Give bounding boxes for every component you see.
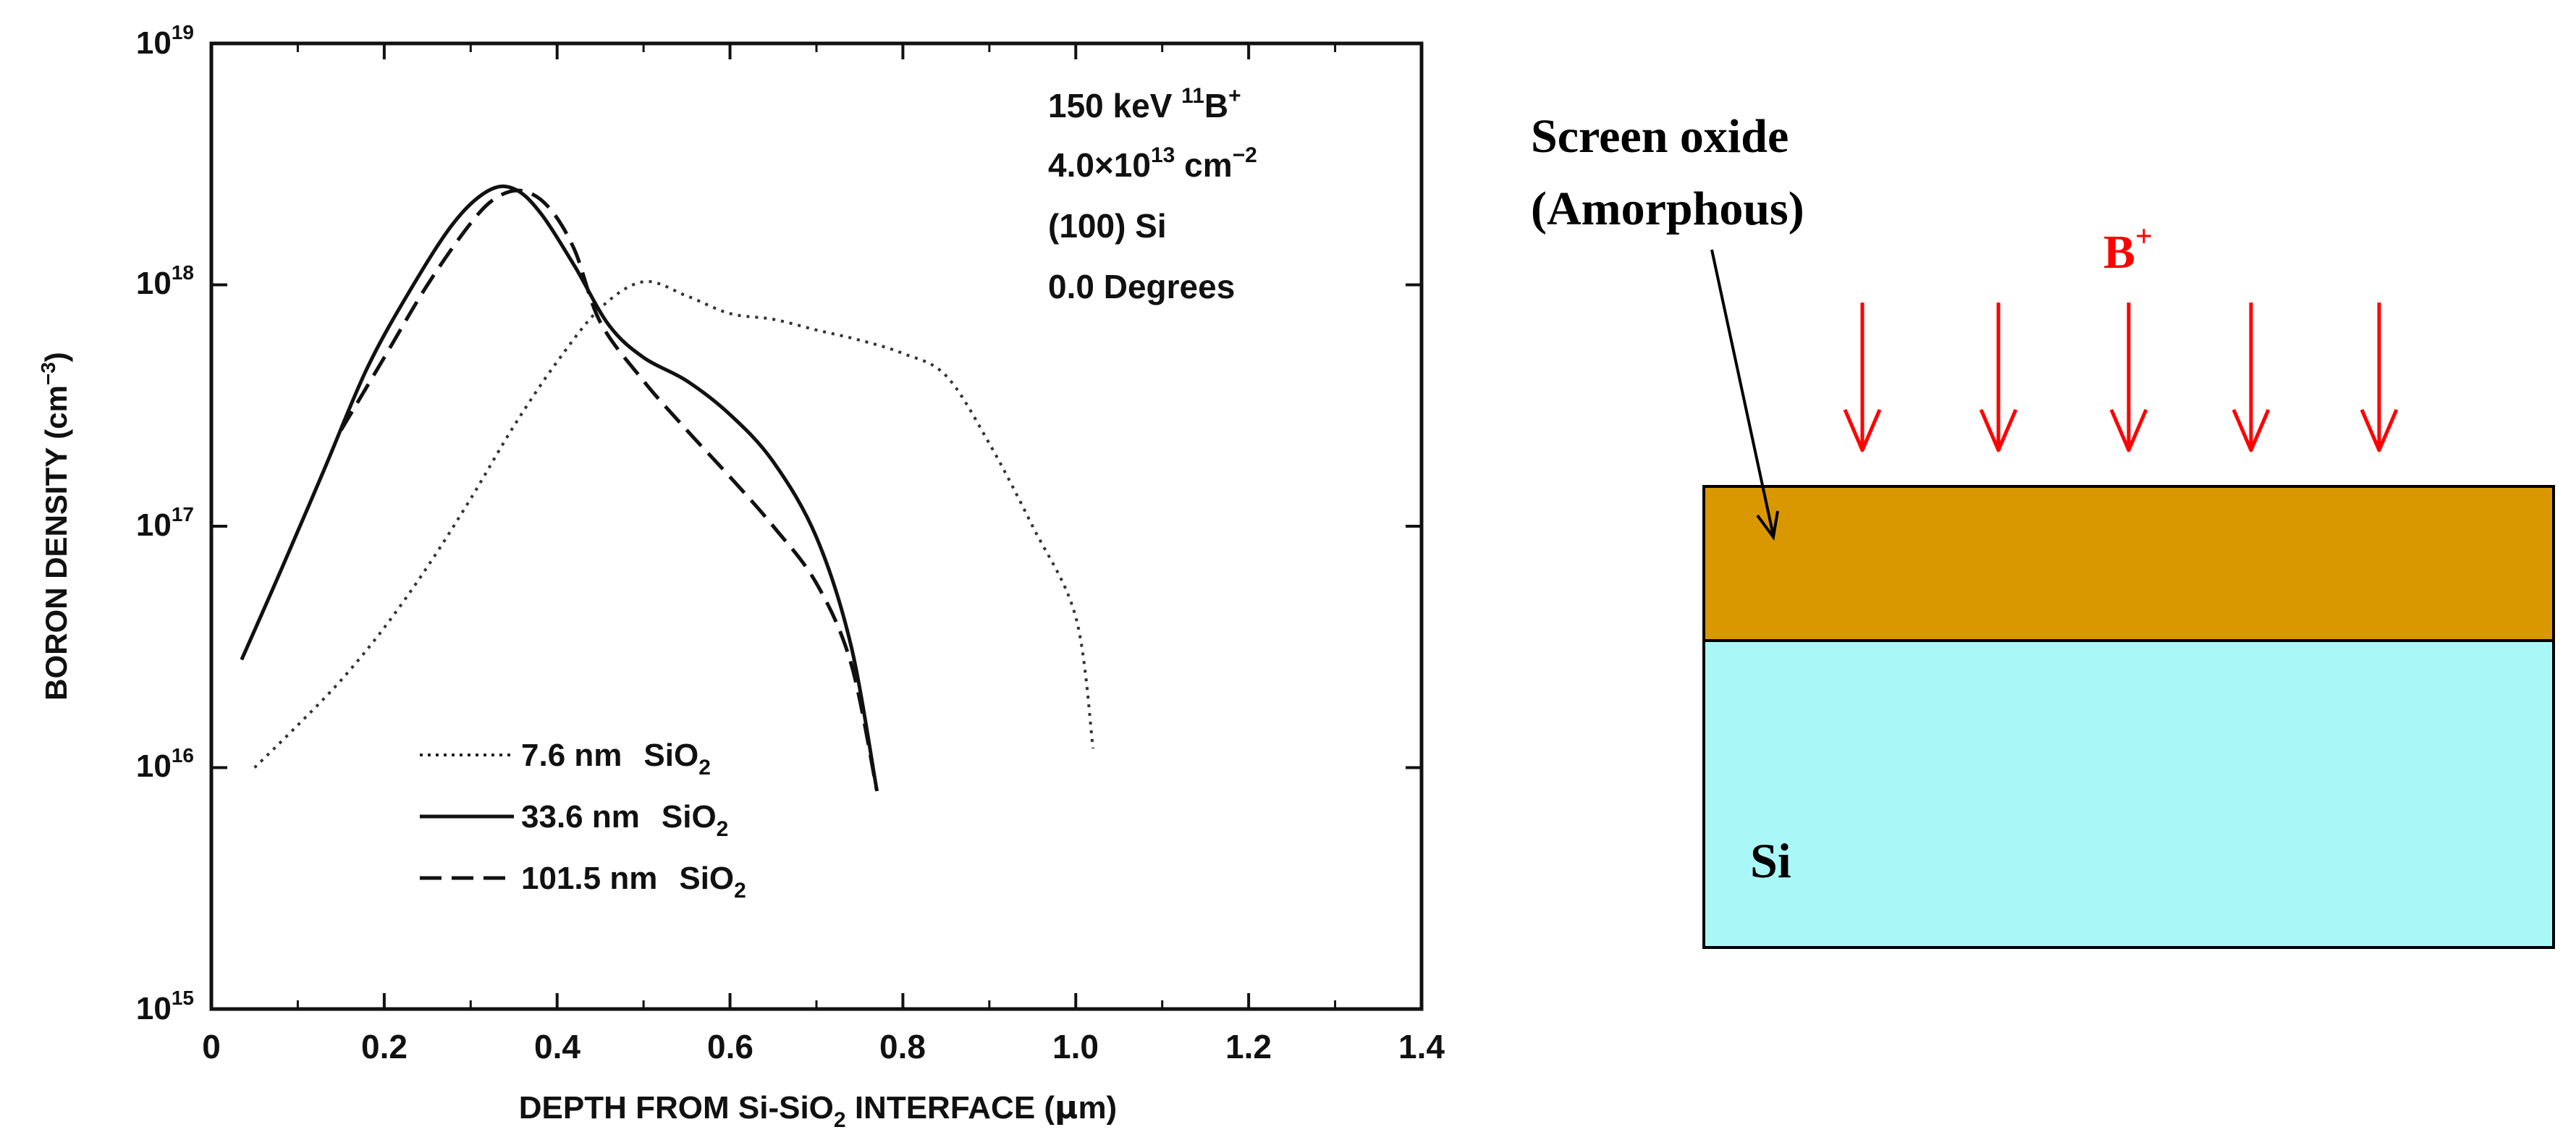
data-curves xyxy=(240,184,1095,792)
y-tick-label: 1019 xyxy=(136,21,194,61)
ion-arrowhead xyxy=(2360,409,2399,452)
ion-arrowhead xyxy=(2109,409,2148,452)
ion-arrowhead xyxy=(2231,409,2271,452)
series-line-solid xyxy=(240,184,879,792)
oxide-label: Screen oxide xyxy=(1531,110,1789,163)
pointer-arrow-shaft xyxy=(1710,249,1775,536)
y-tick-labels: 1015 1016 1017 1018 1019 xyxy=(136,21,194,1026)
y-tick-label: 1015 xyxy=(136,987,194,1026)
x-tick-labels: 0 0.2 0.4 0.6 0.8 1.0 1.2 1.4 xyxy=(202,1028,1445,1065)
annotation-dose: 4.0×1013 cm−2 xyxy=(1048,143,1257,184)
legend-label-7.6nm: 7.6 nm SiO2 xyxy=(521,738,711,780)
legend-label-33.6nm: 33.6 nm SiO2 xyxy=(521,799,728,841)
plot-frame xyxy=(209,41,1424,1011)
y-tick-label: 1016 xyxy=(136,744,194,784)
x-tick-label: 1.4 xyxy=(1398,1028,1445,1065)
x-tick-label: 0.4 xyxy=(534,1028,580,1065)
x-axis-label: DEPTH FROM Si-SiO2 INTERFACE (μm) xyxy=(519,1089,1117,1132)
oxide-label-sub: (Amorphous) xyxy=(1531,182,1804,235)
x-tick-label: 0.8 xyxy=(879,1028,926,1065)
x-tick-label: 1.0 xyxy=(1052,1028,1099,1065)
annotation-ion-energy: 150 keV 11B+ xyxy=(1048,84,1241,124)
legend: 7.6 nm SiO2 33.6 nm SiO2 101.5 nm SiO2 xyxy=(420,738,746,903)
y-tick-label: 1017 xyxy=(136,503,194,543)
ion-arrowhead xyxy=(1843,409,1882,452)
ion-beam-arrows xyxy=(1843,303,2399,452)
x-tick-label: 0.2 xyxy=(361,1028,407,1065)
x-tick-label: 1.2 xyxy=(1225,1028,1272,1065)
boron-density-chart: 1015 1016 1017 1018 1019 0 0.2 0.4 0.6 0… xyxy=(37,21,1445,1132)
silicon-substrate xyxy=(1702,639,2555,949)
ion-label: B+ xyxy=(2103,220,2153,279)
implant-schematic: Screen oxide (Amorphous) B+ Si xyxy=(1531,110,2555,949)
y-axis-label: BORON DENSITY (cm−3) xyxy=(37,352,73,701)
annotation-tilt: 0.0 Degrees xyxy=(1048,268,1235,305)
legend-label-101.5nm: 101.5 nm SiO2 xyxy=(521,861,746,903)
substrate-label: Si xyxy=(1750,833,1791,888)
series-line-dashed xyxy=(339,188,879,792)
annotation: 150 keV 11B+ 4.0×1013 cm−2 (100) Si 0.0 … xyxy=(1048,84,1257,305)
axis-ticks xyxy=(210,42,1423,1010)
x-tick-label: 0 xyxy=(202,1028,221,1065)
ion-arrowhead xyxy=(1979,409,2018,452)
pointer-arrowhead xyxy=(1756,510,1779,541)
annotation-orientation: (100) Si xyxy=(1048,207,1167,245)
y-tick-label: 1018 xyxy=(136,261,194,301)
screen-oxide-layer xyxy=(1702,485,2555,642)
series-line-dotted xyxy=(253,279,1095,769)
x-tick-label: 0.6 xyxy=(707,1028,753,1065)
